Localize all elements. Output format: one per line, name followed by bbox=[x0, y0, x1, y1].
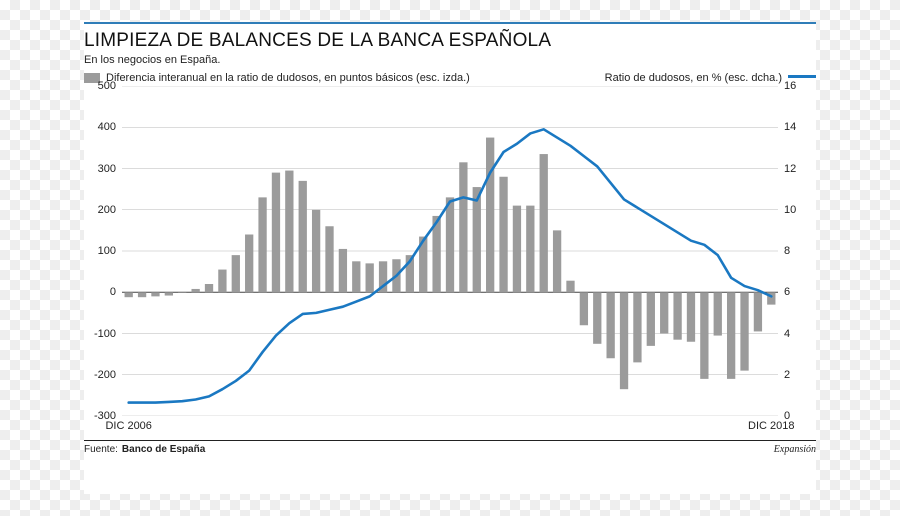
brand: Expansión bbox=[774, 444, 816, 455]
plot-area: -300-200-1000100200300400500024681012141… bbox=[84, 86, 816, 416]
y-left-tick: -200 bbox=[94, 369, 116, 381]
y-right-tick: 10 bbox=[784, 204, 796, 216]
legend-line-swatch bbox=[788, 75, 816, 78]
y-right-tick: 6 bbox=[784, 286, 790, 298]
bar bbox=[553, 230, 561, 292]
y-left-tick: 300 bbox=[98, 163, 116, 175]
y-left-tick: 400 bbox=[98, 121, 116, 133]
bar bbox=[687, 292, 695, 342]
bar bbox=[191, 289, 199, 292]
bar bbox=[312, 210, 320, 293]
bar bbox=[138, 292, 146, 297]
bar bbox=[499, 177, 507, 293]
y-left-tick: 100 bbox=[98, 245, 116, 257]
bar bbox=[593, 292, 601, 344]
bar bbox=[459, 162, 467, 292]
chart-title: LIMPIEZA DE BALANCES DE LA BANCA ESPAÑOL… bbox=[84, 30, 816, 52]
bar bbox=[272, 173, 280, 293]
y-right-tick: 12 bbox=[784, 163, 796, 175]
bar bbox=[540, 154, 548, 292]
bar bbox=[325, 226, 333, 292]
bar bbox=[700, 292, 708, 379]
top-rule bbox=[84, 22, 816, 24]
bar bbox=[647, 292, 655, 346]
bar bbox=[566, 281, 574, 293]
x-end-label: DIC 2018 bbox=[748, 420, 794, 432]
bar bbox=[178, 292, 186, 293]
source-label: Fuente: bbox=[84, 444, 118, 455]
footer: Fuente: Banco de España Expansión bbox=[84, 440, 816, 455]
bar bbox=[218, 270, 226, 293]
bar bbox=[125, 292, 133, 297]
bar bbox=[513, 206, 521, 293]
y-left-tick: 500 bbox=[98, 80, 116, 92]
bar bbox=[245, 235, 253, 293]
bar bbox=[727, 292, 735, 379]
bar bbox=[580, 292, 588, 325]
x-start-label: DIC 2006 bbox=[105, 420, 151, 432]
bar bbox=[446, 197, 454, 292]
source-value: Banco de España bbox=[122, 444, 205, 455]
legend: Diferencia interanual en la ratio de dud… bbox=[84, 72, 816, 84]
y-right-tick: 14 bbox=[784, 121, 796, 133]
bar bbox=[151, 292, 159, 296]
bar bbox=[165, 292, 173, 295]
bar bbox=[526, 206, 534, 293]
y-left-tick: -100 bbox=[94, 328, 116, 340]
y-right-tick: 2 bbox=[784, 369, 790, 381]
bar bbox=[299, 181, 307, 292]
bar bbox=[258, 197, 266, 292]
legend-bar-label: Diferencia interanual en la ratio de dud… bbox=[106, 72, 470, 84]
y-left-tick: 0 bbox=[110, 286, 116, 298]
bar bbox=[607, 292, 615, 358]
y-right-tick: 16 bbox=[784, 80, 796, 92]
chart-subtitle: En los negocios en España. bbox=[84, 54, 816, 66]
bar bbox=[740, 292, 748, 370]
y-left-tick: 200 bbox=[98, 204, 116, 216]
bar bbox=[352, 261, 360, 292]
bar bbox=[673, 292, 681, 339]
bar bbox=[205, 284, 213, 292]
bar bbox=[366, 263, 374, 292]
bar bbox=[754, 292, 762, 331]
bar bbox=[660, 292, 668, 333]
bar bbox=[620, 292, 628, 389]
bar bbox=[486, 138, 494, 293]
bar bbox=[473, 187, 481, 292]
chart-container: LIMPIEZA DE BALANCES DE LA BANCA ESPAÑOL… bbox=[84, 22, 816, 494]
bar bbox=[339, 249, 347, 292]
bar bbox=[714, 292, 722, 335]
legend-line-label: Ratio de dudosos, en % (esc. dcha.) bbox=[605, 72, 782, 84]
bar bbox=[633, 292, 641, 362]
y-right-tick: 8 bbox=[784, 245, 790, 257]
y-right-tick: 4 bbox=[784, 328, 790, 340]
bar bbox=[232, 255, 240, 292]
bar bbox=[285, 171, 293, 293]
